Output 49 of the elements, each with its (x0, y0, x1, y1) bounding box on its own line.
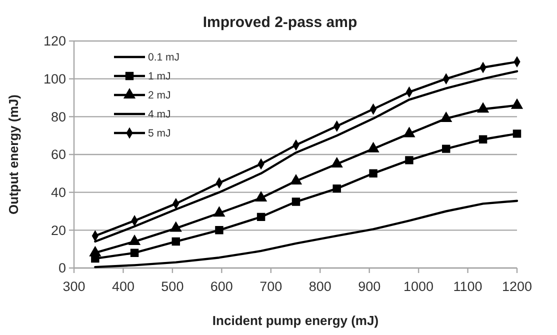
x-tick-label: 800 (308, 279, 332, 294)
y-tick-label: 60 (50, 147, 66, 162)
point (172, 237, 180, 246)
x-tick-label: 500 (161, 279, 184, 294)
point (405, 156, 414, 164)
point (256, 212, 266, 222)
point (213, 206, 225, 217)
legend-label: 4 mJ (148, 108, 171, 121)
point (442, 144, 450, 153)
point (369, 169, 378, 178)
point (331, 157, 343, 168)
y-tick-label: 40 (50, 185, 66, 200)
x-tick-label: 1200 (502, 279, 532, 294)
y-tick-label: 100 (43, 72, 66, 87)
y-tick-label: 0 (58, 260, 66, 276)
x-tick-label: 700 (260, 279, 282, 294)
point (130, 248, 139, 257)
point (368, 142, 380, 152)
legend-label: 5 mJ (148, 128, 171, 140)
x-tick-label: 1000 (404, 279, 434, 294)
point (477, 102, 489, 113)
legend-label: 1 mJ (148, 70, 171, 83)
point (511, 98, 523, 109)
point (440, 112, 452, 122)
x-tick-label: 300 (62, 279, 86, 294)
point (478, 135, 488, 144)
x-tick-label: 1100 (453, 279, 482, 294)
point (128, 234, 140, 246)
x-tick-label: 400 (112, 279, 134, 294)
y-tick-label: 80 (50, 109, 66, 124)
y-tick-label: 20 (50, 222, 66, 238)
x-tick-label: 900 (358, 279, 381, 294)
x-tick-label: 600 (210, 279, 233, 294)
y-tick-label: 120 (43, 34, 66, 49)
point (215, 226, 224, 234)
point (255, 191, 267, 202)
point (89, 246, 101, 256)
y-axis-title: Output energy (mJ) (6, 94, 21, 214)
legend-label: 0.1 mJ (148, 52, 180, 64)
legend-label: 2 mJ (148, 90, 171, 102)
point (403, 127, 415, 138)
point (512, 130, 522, 138)
x-axis-title: Incident pump energy (mJ) (212, 313, 379, 328)
point (170, 222, 182, 232)
line-series (94, 200, 518, 268)
point (292, 198, 300, 206)
point (332, 184, 341, 193)
chart-title: Improved 2-pass amp (202, 14, 358, 31)
point (290, 174, 302, 184)
